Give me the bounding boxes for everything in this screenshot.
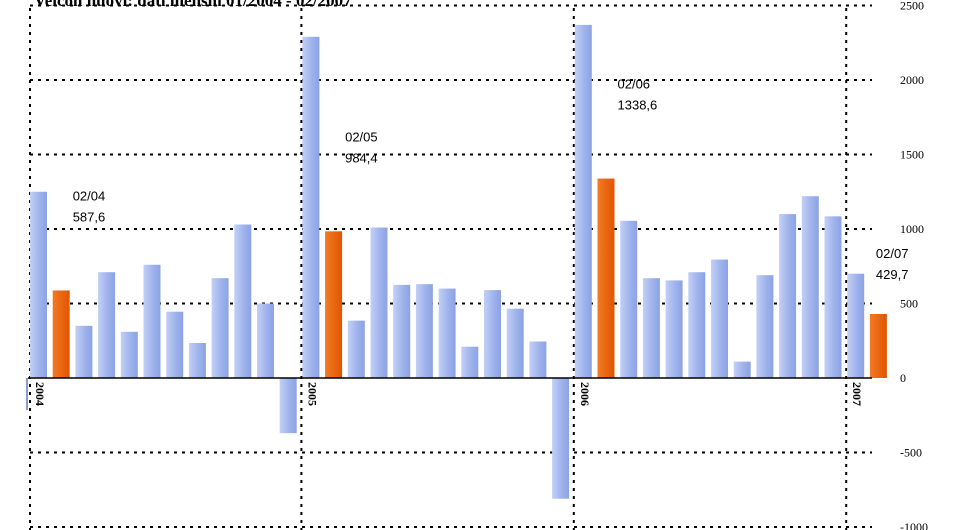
- bar: [779, 214, 797, 378]
- bar: [347, 320, 365, 378]
- bar: [665, 280, 683, 378]
- bar: [574, 24, 592, 379]
- y-tick-label: 500: [900, 297, 918, 311]
- bars: [30, 24, 887, 499]
- bar: [756, 275, 774, 378]
- y-tick-label: 1500: [900, 148, 924, 162]
- bar: [30, 191, 47, 378]
- bar: [370, 227, 388, 378]
- bar-highlight: [597, 178, 615, 378]
- bar: [98, 272, 116, 378]
- chart-title: Veicoli nuovi: dati mensili 01/2004 - 02…: [34, 0, 352, 10]
- bar: [688, 272, 706, 378]
- bar: [506, 308, 524, 378]
- bar: [234, 224, 252, 378]
- bar: [393, 284, 411, 378]
- bar: [120, 331, 138, 378]
- bar: [302, 36, 320, 378]
- annotation-label: 02/05: [345, 129, 378, 144]
- y-tick-label: 2000: [900, 73, 924, 87]
- bar-highlight: [325, 231, 343, 378]
- year-label: 2006: [578, 382, 592, 406]
- bar: [847, 273, 865, 378]
- year-label: 2004: [33, 382, 47, 406]
- bar: [415, 284, 433, 378]
- bar-highlight: [869, 313, 887, 378]
- y-tick-label: -500: [900, 446, 922, 460]
- grid: [29, 4, 872, 530]
- annotation-value: 429,7: [876, 267, 909, 282]
- y-tick-label: 0: [900, 371, 906, 385]
- annotation-value: 1338,6: [618, 98, 658, 113]
- annotation-label: 02/06: [618, 77, 651, 92]
- annotation-value: 587,6: [73, 209, 106, 224]
- bar: [733, 361, 751, 378]
- labels: 2500 2000 1500 1000 500 0 -500 -1000 2004 2005 200…: [33, 0, 928, 530]
- bar: [257, 303, 274, 378]
- bar: [711, 259, 728, 378]
- bar: [211, 278, 229, 378]
- bar: [484, 290, 501, 378]
- bar: [801, 196, 819, 378]
- year-label: 2007: [850, 382, 864, 406]
- bar: [824, 216, 842, 378]
- bar: [620, 220, 638, 378]
- bar: [75, 325, 93, 378]
- bar: [279, 378, 297, 434]
- bar: [166, 311, 184, 378]
- y-tick-label: 2500: [900, 0, 924, 13]
- bar: [438, 288, 456, 378]
- bar: [642, 278, 660, 378]
- axis: [26, 377, 872, 410]
- bar-highlight: [52, 290, 70, 378]
- annotation-label: 02/04: [73, 188, 106, 203]
- y-tick-label: -1000: [900, 520, 928, 530]
- bar: [188, 342, 206, 378]
- bar: [529, 341, 547, 378]
- y-tick-label: 1000: [900, 222, 924, 236]
- annotation-label: 02/07: [876, 246, 909, 261]
- bar: [143, 264, 161, 378]
- annotation-value: 984,4: [345, 150, 378, 165]
- bar: [552, 378, 570, 499]
- bar: [461, 346, 479, 378]
- year-label: 2005: [305, 382, 319, 406]
